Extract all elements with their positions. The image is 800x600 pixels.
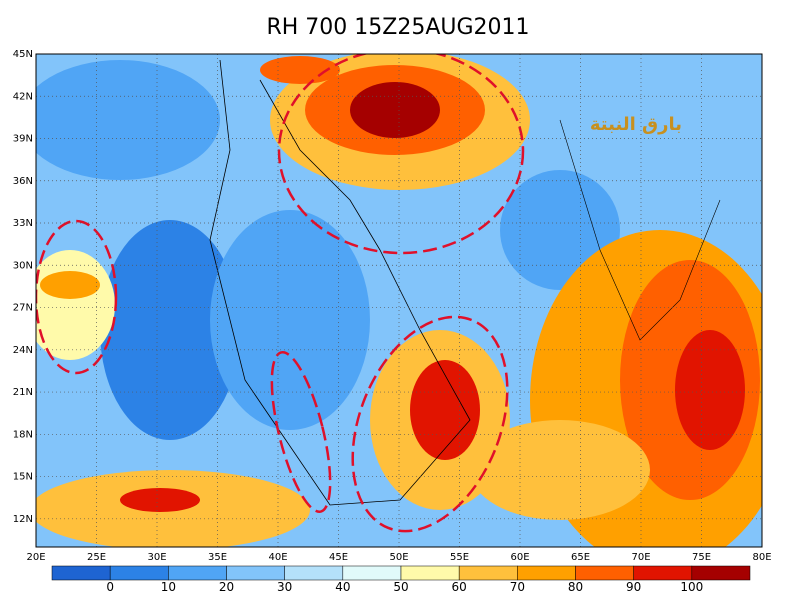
colorbar-label: 30 [277, 580, 292, 594]
watermark: بارق النبتة [590, 114, 682, 135]
lon-tick-label: 45E [329, 552, 348, 563]
lat-tick-label: 18N [13, 429, 33, 440]
map-frame [35, 53, 763, 548]
lat-tick-label: 33N [13, 218, 33, 229]
lat-tick-label: 39N [13, 134, 33, 145]
lat-tick-label: 36N [13, 176, 33, 187]
colorbar-label: 20 [219, 580, 234, 594]
colorbar-swatch [400, 565, 460, 581]
lon-tick-label: 60E [510, 552, 529, 563]
lat-tick-label: 15N [13, 472, 33, 483]
colorbar-swatch [284, 565, 344, 581]
lon-tick-label: 20E [26, 552, 45, 563]
lon-tick-label: 25E [87, 552, 106, 563]
title: RH 700 15Z25AUG2011 [266, 15, 529, 40]
colorbar-swatch [633, 565, 693, 581]
colorbar-label: 80 [568, 580, 583, 594]
lon-tick-label: 80E [752, 552, 771, 563]
colorbar-swatch [342, 565, 402, 581]
colorbar-label: 50 [393, 580, 408, 594]
colorbar-label: 90 [626, 580, 641, 594]
lon-tick-label: 50E [389, 552, 408, 563]
lat-tick-label: 42N [13, 91, 33, 102]
colorbar-label: 40 [335, 580, 350, 594]
lat-tick-label: 21N [13, 387, 33, 398]
colorbar-swatch [51, 565, 111, 581]
lat-tick-label: 12N [13, 514, 33, 525]
lon-tick-label: 30E [147, 552, 166, 563]
colorbar-swatch [458, 565, 518, 581]
colorbar-swatch [517, 565, 576, 581]
lon-tick-label: 75E [692, 552, 711, 563]
colorbar-swatch [168, 565, 227, 581]
colorbar-swatch [691, 565, 751, 581]
lon-tick-label: 55E [450, 552, 469, 563]
colorbar-label: 70 [510, 580, 525, 594]
lat-tick-label: 30N [13, 260, 33, 271]
colorbar-label: 60 [452, 580, 467, 594]
lat-tick-label: 45N [13, 49, 33, 60]
lon-tick-label: 70E [631, 552, 650, 563]
lat-tick-label: 27N [13, 303, 33, 314]
lon-tick-label: 65E [571, 552, 590, 563]
colorbar-swatch [575, 565, 634, 581]
colorbar-label: 100 [680, 580, 703, 594]
lat-tick-label: 24N [13, 345, 33, 356]
colorbar-swatch [109, 565, 169, 581]
colorbar-label: 10 [161, 580, 176, 594]
colorbar-swatch [226, 565, 285, 581]
lon-tick-label: 40E [268, 552, 287, 563]
colorbar-label: 0 [106, 580, 114, 594]
lon-tick-label: 35E [208, 552, 227, 563]
rh-field [36, 54, 762, 547]
